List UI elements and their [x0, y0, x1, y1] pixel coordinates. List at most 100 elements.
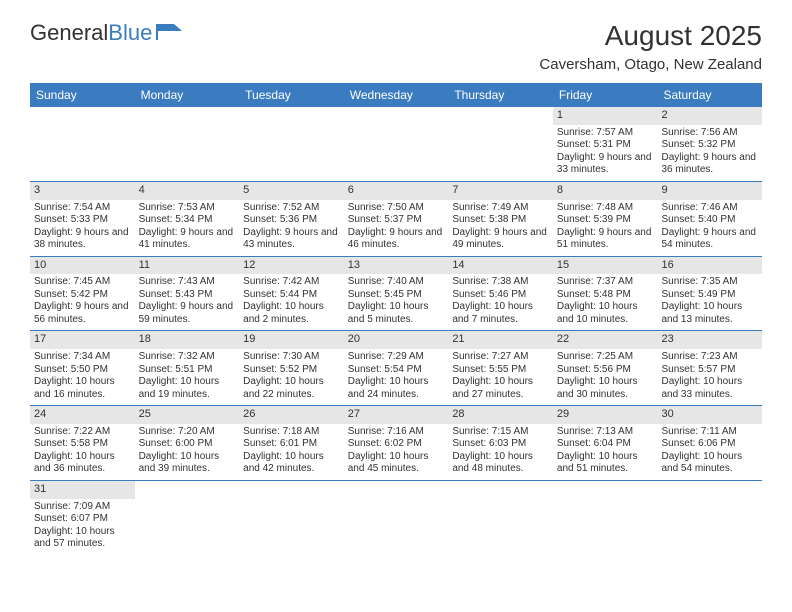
sunrise-text: Sunrise: 7:32 AM [139, 351, 236, 364]
header: GeneralBlue August 2025 Caversham, Otago… [0, 0, 792, 83]
day-cell: 17Sunrise: 7:34 AMSunset: 5:50 PMDayligh… [30, 331, 135, 405]
day-cell: 18Sunrise: 7:32 AMSunset: 5:51 PMDayligh… [135, 331, 240, 405]
day-cell: 13Sunrise: 7:40 AMSunset: 5:45 PMDayligh… [344, 257, 449, 331]
sunrise-text: Sunrise: 7:43 AM [139, 276, 236, 289]
day-cell-empty [553, 481, 658, 555]
daylight-text: Daylight: 10 hours and 33 minutes. [661, 376, 758, 401]
sunset-text: Sunset: 5:43 PM [139, 289, 236, 302]
daylight-text: Daylight: 9 hours and 51 minutes. [557, 227, 654, 252]
sunset-text: Sunset: 5:55 PM [452, 364, 549, 377]
sunset-text: Sunset: 5:31 PM [557, 139, 654, 152]
sunrise-text: Sunrise: 7:16 AM [348, 426, 445, 439]
daylight-text: Daylight: 9 hours and 59 minutes. [139, 301, 236, 326]
sunrise-text: Sunrise: 7:37 AM [557, 276, 654, 289]
day-cell-empty [30, 107, 135, 181]
day-cell: 24Sunrise: 7:22 AMSunset: 5:58 PMDayligh… [30, 406, 135, 480]
sunset-text: Sunset: 5:56 PM [557, 364, 654, 377]
day-number: 8 [553, 182, 658, 200]
sunrise-text: Sunrise: 7:46 AM [661, 202, 758, 215]
day-header-row: SundayMondayTuesdayWednesdayThursdayFrid… [30, 83, 762, 107]
day-header-cell: Tuesday [239, 83, 344, 107]
sunrise-text: Sunrise: 7:52 AM [243, 202, 340, 215]
day-number: 22 [553, 331, 658, 349]
day-number: 29 [553, 406, 658, 424]
day-cell: 25Sunrise: 7:20 AMSunset: 6:00 PMDayligh… [135, 406, 240, 480]
day-number: 12 [239, 257, 344, 275]
daylight-text: Daylight: 10 hours and 48 minutes. [452, 451, 549, 476]
daylight-text: Daylight: 10 hours and 19 minutes. [139, 376, 236, 401]
day-cell: 19Sunrise: 7:30 AMSunset: 5:52 PMDayligh… [239, 331, 344, 405]
sunrise-text: Sunrise: 7:35 AM [661, 276, 758, 289]
sunrise-text: Sunrise: 7:20 AM [139, 426, 236, 439]
day-cell: 6Sunrise: 7:50 AMSunset: 5:37 PMDaylight… [344, 182, 449, 256]
month-title: August 2025 [539, 20, 762, 52]
day-number: 5 [239, 182, 344, 200]
day-number: 2 [657, 107, 762, 125]
sunrise-text: Sunrise: 7:18 AM [243, 426, 340, 439]
day-cell: 3Sunrise: 7:54 AMSunset: 5:33 PMDaylight… [30, 182, 135, 256]
sunrise-text: Sunrise: 7:13 AM [557, 426, 654, 439]
day-cell: 5Sunrise: 7:52 AMSunset: 5:36 PMDaylight… [239, 182, 344, 256]
day-number: 14 [448, 257, 553, 275]
logo-text-2: Blue [108, 20, 152, 46]
day-cell: 7Sunrise: 7:49 AMSunset: 5:38 PMDaylight… [448, 182, 553, 256]
sunrise-text: Sunrise: 7:25 AM [557, 351, 654, 364]
week-row: 1Sunrise: 7:57 AMSunset: 5:31 PMDaylight… [30, 107, 762, 182]
daylight-text: Daylight: 10 hours and 16 minutes. [34, 376, 131, 401]
day-cell: 4Sunrise: 7:53 AMSunset: 5:34 PMDaylight… [135, 182, 240, 256]
day-header-cell: Thursday [448, 83, 553, 107]
sunset-text: Sunset: 5:40 PM [661, 214, 758, 227]
sunset-text: Sunset: 5:36 PM [243, 214, 340, 227]
day-number: 27 [344, 406, 449, 424]
logo-text-1: General [30, 20, 108, 46]
sunrise-text: Sunrise: 7:11 AM [661, 426, 758, 439]
title-block: August 2025 Caversham, Otago, New Zealan… [539, 20, 762, 73]
day-cell-empty [135, 107, 240, 181]
sunrise-text: Sunrise: 7:54 AM [34, 202, 131, 215]
sunset-text: Sunset: 6:06 PM [661, 438, 758, 451]
day-number: 20 [344, 331, 449, 349]
daylight-text: Daylight: 10 hours and 54 minutes. [661, 451, 758, 476]
sunrise-text: Sunrise: 7:38 AM [452, 276, 549, 289]
daylight-text: Daylight: 10 hours and 39 minutes. [139, 451, 236, 476]
day-number: 31 [30, 481, 135, 499]
day-cell-empty [344, 107, 449, 181]
daylight-text: Daylight: 9 hours and 56 minutes. [34, 301, 131, 326]
daylight-text: Daylight: 10 hours and 51 minutes. [557, 451, 654, 476]
daylight-text: Daylight: 10 hours and 27 minutes. [452, 376, 549, 401]
day-cell: 28Sunrise: 7:15 AMSunset: 6:03 PMDayligh… [448, 406, 553, 480]
sunset-text: Sunset: 5:37 PM [348, 214, 445, 227]
sunset-text: Sunset: 5:49 PM [661, 289, 758, 302]
day-cell: 16Sunrise: 7:35 AMSunset: 5:49 PMDayligh… [657, 257, 762, 331]
daylight-text: Daylight: 10 hours and 2 minutes. [243, 301, 340, 326]
day-number: 18 [135, 331, 240, 349]
day-number: 16 [657, 257, 762, 275]
sunrise-text: Sunrise: 7:27 AM [452, 351, 549, 364]
day-cell-empty [657, 481, 762, 555]
day-cell: 20Sunrise: 7:29 AMSunset: 5:54 PMDayligh… [344, 331, 449, 405]
day-header-cell: Monday [135, 83, 240, 107]
sunset-text: Sunset: 5:39 PM [557, 214, 654, 227]
sunrise-text: Sunrise: 7:48 AM [557, 202, 654, 215]
day-cell-empty [239, 481, 344, 555]
daylight-text: Daylight: 10 hours and 5 minutes. [348, 301, 445, 326]
daylight-text: Daylight: 9 hours and 46 minutes. [348, 227, 445, 252]
daylight-text: Daylight: 10 hours and 24 minutes. [348, 376, 445, 401]
day-header-cell: Sunday [30, 83, 135, 107]
day-cell: 22Sunrise: 7:25 AMSunset: 5:56 PMDayligh… [553, 331, 658, 405]
sunrise-text: Sunrise: 7:29 AM [348, 351, 445, 364]
day-number: 19 [239, 331, 344, 349]
sunrise-text: Sunrise: 7:30 AM [243, 351, 340, 364]
sunset-text: Sunset: 5:34 PM [139, 214, 236, 227]
sunrise-text: Sunrise: 7:22 AM [34, 426, 131, 439]
day-number: 11 [135, 257, 240, 275]
day-cell: 14Sunrise: 7:38 AMSunset: 5:46 PMDayligh… [448, 257, 553, 331]
day-cell: 30Sunrise: 7:11 AMSunset: 6:06 PMDayligh… [657, 406, 762, 480]
sunset-text: Sunset: 5:50 PM [34, 364, 131, 377]
day-cell: 15Sunrise: 7:37 AMSunset: 5:48 PMDayligh… [553, 257, 658, 331]
day-number: 13 [344, 257, 449, 275]
sunset-text: Sunset: 5:57 PM [661, 364, 758, 377]
sunrise-text: Sunrise: 7:42 AM [243, 276, 340, 289]
day-number: 10 [30, 257, 135, 275]
day-number: 24 [30, 406, 135, 424]
